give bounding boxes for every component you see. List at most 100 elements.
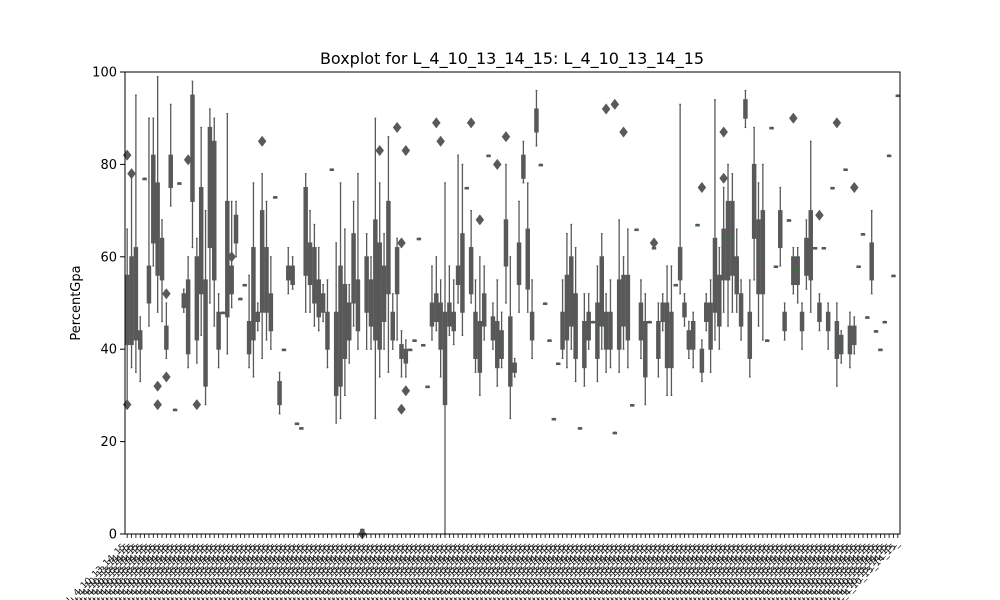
box: [277, 381, 282, 406]
box-group: [412, 339, 417, 342]
box-group: [238, 297, 243, 301]
box-group: [656, 302, 661, 378]
box-group: [233, 200, 239, 258]
box: [124, 274, 130, 346]
box-group: [882, 320, 888, 324]
axes-frame: [124, 71, 901, 535]
box-group: [425, 385, 430, 389]
box-group: [316, 246, 321, 332]
box-group: [873, 330, 879, 333]
box-group: [529, 279, 535, 360]
box-group: [142, 177, 147, 181]
box-group: [512, 357, 517, 378]
box-group: [734, 228, 739, 313]
outlier-point: [401, 144, 411, 157]
outlier-point: [122, 149, 132, 161]
box: [159, 237, 165, 281]
box-group: [629, 404, 635, 407]
box: [168, 154, 173, 189]
box-group: [397, 237, 406, 415]
box-group: [137, 316, 143, 383]
box-group: [277, 371, 282, 415]
box: [303, 187, 308, 276]
box: [460, 233, 465, 313]
box: [760, 210, 766, 295]
box-group: [782, 302, 787, 341]
outlier-point: [719, 172, 728, 184]
box-group: [773, 265, 779, 269]
box-group: [451, 279, 456, 346]
box-group: [159, 219, 165, 323]
outlier-point: [227, 251, 236, 263]
box-group: [856, 265, 861, 269]
box-group: [460, 163, 465, 336]
box: [394, 247, 400, 295]
outlier-point: [501, 131, 511, 143]
chart-title: Boxplot for L_4_10_13_14_15: L_4_10_13_1…: [320, 49, 704, 69]
outlier-point: [601, 103, 611, 115]
box: [434, 293, 439, 322]
outlier-point: [619, 126, 628, 138]
box-group: [760, 163, 766, 341]
box-group: [560, 279, 565, 360]
box-group: [608, 279, 613, 369]
box-group: [346, 283, 352, 364]
box: [259, 210, 265, 313]
box-group: [151, 117, 156, 267]
box-group: [743, 89, 748, 129]
box: [534, 108, 539, 133]
box-group: [649, 237, 659, 250]
box: [503, 219, 509, 267]
outlier-point: [431, 117, 441, 129]
box-group: [825, 302, 831, 350]
y-tick-label: 80: [100, 158, 117, 173]
outlier-point: [610, 98, 620, 110]
outlier-point: [153, 380, 162, 392]
box: [251, 247, 256, 341]
box-group: [183, 154, 193, 369]
box-group: [551, 417, 557, 421]
box-group: [564, 233, 570, 369]
box-group: [586, 293, 591, 350]
box-group: [538, 163, 544, 167]
box-group: [664, 265, 670, 396]
box-group: [625, 228, 631, 369]
box-group: [307, 210, 313, 313]
box: [338, 265, 343, 387]
box: [582, 320, 587, 369]
outlier-point: [436, 135, 445, 147]
box-group: [789, 112, 798, 295]
box-group: [704, 293, 709, 332]
box: [616, 279, 622, 350]
outlier-point: [849, 181, 859, 194]
box-group: [616, 219, 622, 373]
box: [677, 247, 683, 281]
box-group: [181, 288, 187, 313]
box: [342, 284, 348, 359]
box-group: [294, 422, 300, 426]
y-tick-label: 60: [100, 250, 117, 265]
box-group: [847, 311, 853, 369]
box-group: [508, 256, 513, 420]
box: [560, 311, 565, 350]
box-group: [769, 126, 774, 130]
box: [495, 320, 500, 369]
box-group: [838, 330, 844, 364]
box-group: [464, 186, 470, 190]
box-group: [473, 279, 478, 373]
box-group: [192, 237, 202, 411]
outlier-point: [192, 399, 202, 411]
box-group: [373, 117, 378, 420]
box-group: [299, 427, 304, 430]
outlier-point: [153, 399, 162, 411]
box: [508, 316, 513, 387]
box-group: [146, 117, 152, 327]
box: [351, 233, 356, 304]
box-group: [643, 293, 648, 406]
box-group: [547, 339, 552, 342]
box: [573, 293, 578, 359]
box-group: [436, 135, 445, 378]
outlier-point: [375, 144, 385, 157]
box-group: [719, 126, 728, 313]
box-group: [599, 233, 604, 350]
